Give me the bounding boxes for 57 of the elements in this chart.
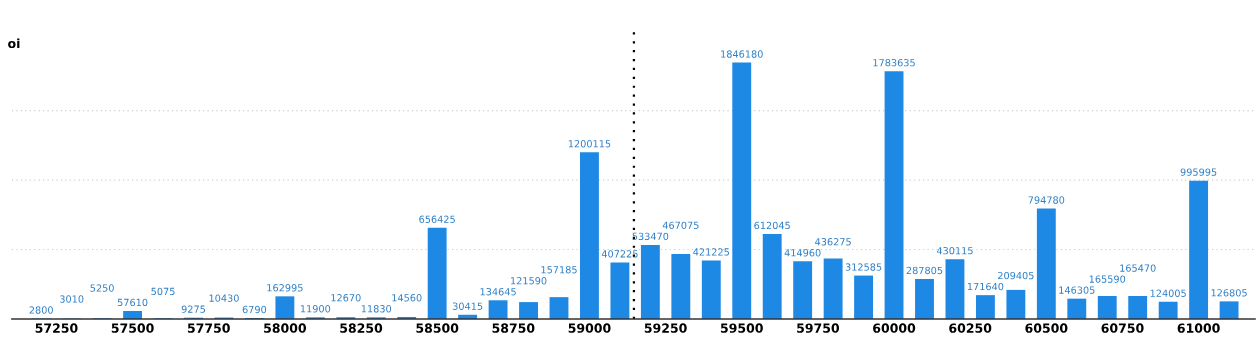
data-label: 287805: [906, 266, 943, 275]
data-label: 209405: [998, 271, 1034, 280]
data-label: 1783635: [873, 59, 915, 67]
data-label: 165590: [1089, 275, 1126, 283]
data-label: 533470: [632, 232, 669, 241]
data-label: 430115: [936, 247, 973, 255]
data-label: 126805: [1211, 289, 1247, 297]
x-tick-label: 60000: [873, 323, 916, 333]
data-label: 6790: [242, 305, 267, 314]
y-axis-title: oi: [8, 38, 20, 49]
data-label: 5075: [151, 287, 175, 296]
data-label: 421225: [693, 248, 729, 256]
data-label: 171640: [967, 282, 1004, 291]
x-tick-label: 58250: [340, 323, 383, 333]
data-label: 11830: [361, 305, 392, 313]
x-tick-label: 58750: [492, 323, 535, 333]
x-tick-label: 57750: [187, 323, 230, 333]
x-tick-label: 59750: [797, 323, 840, 333]
data-label: 656425: [419, 215, 455, 223]
data-label: 162995: [267, 284, 303, 292]
data-label: 121590: [511, 277, 547, 285]
data-label: 124005: [1150, 289, 1186, 297]
data-label: 1200115: [568, 140, 611, 148]
data-label: 995995: [1180, 168, 1217, 176]
x-tick-label: 59500: [720, 323, 763, 333]
x-tick-label: 61000: [1177, 323, 1220, 333]
x-tick-label: 60250: [949, 323, 992, 333]
data-label: 14560: [392, 294, 422, 302]
data-label: 30415: [452, 302, 483, 310]
x-tick-label: 60500: [1025, 323, 1068, 333]
data-label: 312585: [845, 263, 882, 271]
x-tick-label: 59000: [568, 323, 611, 333]
data-label: 11900: [300, 305, 331, 313]
data-label: 436275: [815, 238, 851, 246]
data-label: 5250: [90, 284, 114, 292]
data-label: 157185: [541, 266, 577, 274]
x-tick-label: 57250: [35, 323, 78, 333]
data-label: 794780: [1028, 196, 1065, 204]
data-label: 414960: [784, 249, 821, 257]
data-label: 467075: [662, 221, 699, 230]
data-label: 9275: [181, 305, 206, 313]
x-tick-label: 58000: [264, 323, 307, 333]
data-label: 2800: [29, 306, 53, 314]
data-label: 134645: [480, 288, 516, 296]
data-label: 57610: [117, 298, 148, 307]
data-label: 10430: [209, 294, 239, 302]
x-tick-label: 60750: [1101, 323, 1144, 333]
x-tick-label: 57500: [111, 323, 154, 333]
x-tick-label: 58500: [416, 323, 459, 333]
data-label: 165470: [1120, 264, 1156, 272]
data-label: 3010: [60, 295, 84, 303]
data-label: 407225: [601, 250, 638, 258]
x-tick-label: 59250: [644, 323, 687, 333]
data-label: 146305: [1059, 286, 1095, 294]
data-label: 12670: [331, 294, 361, 302]
data-label: 612045: [754, 221, 790, 230]
data-label: 1846180: [721, 50, 763, 58]
